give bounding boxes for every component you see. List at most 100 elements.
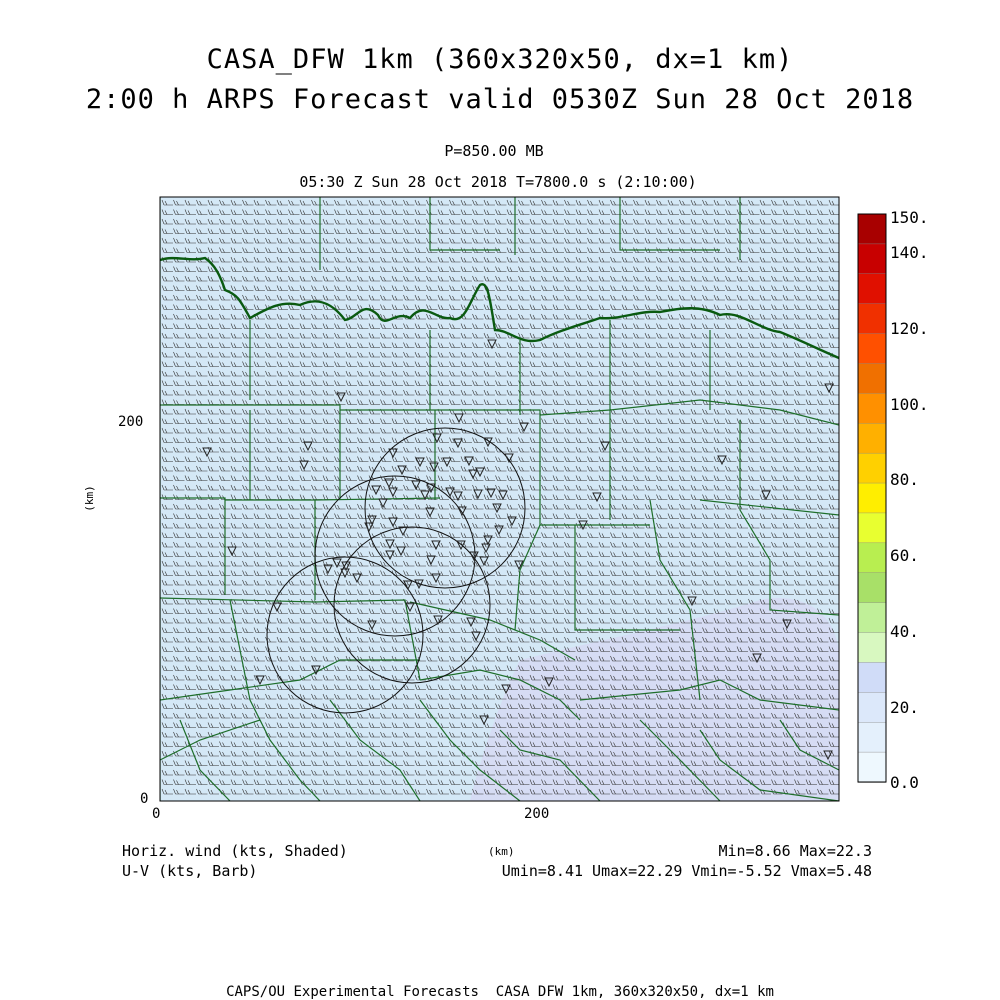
down-triangle-icon — [453, 491, 463, 502]
down-triangle-icon — [507, 516, 517, 527]
down-triangle-icon — [340, 568, 350, 579]
down-triangle-icon — [323, 564, 333, 575]
down-triangle-icon — [405, 602, 415, 613]
down-triangle-icon — [752, 653, 762, 664]
down-triangle-icon — [486, 488, 496, 499]
range-circle — [314, 475, 476, 637]
down-triangle-icon — [432, 433, 442, 444]
down-triangle-icon — [494, 525, 504, 536]
down-triangle-icon — [371, 485, 381, 496]
down-triangle-icon — [504, 453, 514, 464]
x-tick-0: 0 — [152, 806, 161, 822]
title-line-2: 2:00 h ARPS Forecast valid 0530Z Sun 28 … — [85, 84, 915, 115]
down-triangle-icon — [483, 437, 493, 448]
colorbar-segment — [857, 333, 887, 365]
down-triangle-icon — [761, 490, 771, 501]
down-triangle-icon — [479, 556, 489, 567]
title-line-1: CASA_DFW 1km (360x320x50, dx=1 km) — [206, 44, 794, 75]
down-triangle-icon — [519, 422, 529, 433]
county-borders — [160, 197, 839, 801]
down-triangle-icon — [823, 750, 833, 761]
colorbar-segment — [857, 722, 887, 753]
down-triangle-icon — [464, 456, 474, 467]
down-triangle-icon — [717, 455, 727, 466]
y-tick-200: 200 — [118, 414, 144, 430]
legend-uv-range: Umin=8.41 Umax=22.29 Vmin=-5.52 Vmax=5.4… — [501, 862, 872, 880]
colorbar-label: 140. — [890, 243, 929, 262]
down-triangle-icon — [544, 677, 554, 688]
legend-minmax: Min=8.66 Max=22.3 — [718, 842, 872, 860]
down-triangle-icon — [396, 546, 406, 557]
map-frame — [159, 196, 840, 802]
down-triangle-icon — [332, 558, 342, 569]
radar-sites — [202, 339, 834, 761]
down-triangle-icon — [433, 615, 443, 626]
down-triangle-icon — [468, 469, 478, 480]
range-circle — [333, 526, 491, 684]
down-triangle-icon — [445, 487, 455, 498]
down-triangle-icon — [479, 715, 489, 726]
down-triangle-icon — [481, 543, 491, 554]
down-triangle-icon — [514, 560, 524, 571]
x-axis-unit: (km) — [488, 845, 515, 858]
range-circle — [364, 427, 526, 589]
footer-credit: CAPS/OU Experimental Forecasts CASA DFW … — [226, 984, 774, 1000]
down-triangle-icon — [498, 490, 508, 501]
down-triangle-icon — [388, 517, 398, 528]
down-triangle-icon — [303, 441, 313, 452]
colorbar-segment — [857, 452, 887, 484]
colorbar-segment — [857, 303, 887, 335]
colorbar-segment — [857, 512, 887, 544]
colorbar-segment — [857, 393, 887, 424]
down-triangle-icon — [385, 539, 395, 550]
colorbar-label: 80. — [890, 470, 919, 489]
down-triangle-icon — [341, 561, 351, 572]
down-triangle-icon — [466, 617, 476, 628]
y-axis-unit: (km) — [82, 485, 96, 512]
colorbar — [857, 213, 887, 783]
down-triangle-icon — [385, 550, 395, 561]
down-triangle-icon — [397, 465, 407, 476]
red-river — [160, 256, 839, 360]
low-wind-region — [470, 598, 839, 801]
colorbar-label: 40. — [890, 622, 919, 641]
down-triangle-icon — [367, 515, 377, 526]
colorbar-label: 120. — [890, 319, 929, 338]
down-triangle-icon — [473, 489, 483, 500]
range-circle — [266, 556, 424, 714]
colorbar-segment — [857, 662, 887, 694]
colorbar-segment — [857, 602, 887, 634]
down-triangle-icon — [398, 526, 408, 537]
down-triangle-icon — [501, 684, 511, 695]
down-triangle-icon — [578, 520, 588, 531]
colorbar-segment — [857, 423, 887, 454]
valid-time: 05:30 Z Sun 28 Oct 2018 T=7800.0 s (2:10… — [299, 173, 697, 191]
down-triangle-icon — [420, 490, 430, 501]
down-triangle-icon — [492, 503, 502, 514]
down-triangle-icon — [415, 457, 425, 468]
down-triangle-icon — [475, 467, 485, 478]
down-triangle-icon — [824, 383, 834, 394]
colorbar-segment — [857, 692, 887, 723]
colorbar-label: 20. — [890, 698, 919, 717]
down-triangle-icon — [311, 665, 321, 676]
down-triangle-icon — [299, 460, 309, 471]
colorbar-label: 0.0 — [890, 773, 919, 792]
down-triangle-icon — [403, 580, 413, 591]
colorbar-segment — [857, 482, 887, 514]
down-triangle-icon — [487, 339, 497, 350]
colorbar-segment — [857, 572, 887, 604]
down-triangle-icon — [592, 492, 602, 503]
down-triangle-icon — [414, 579, 424, 590]
radar-range-rings — [266, 427, 526, 714]
down-triangle-icon — [426, 483, 436, 494]
colorbar-segment — [857, 542, 887, 574]
down-triangle-icon — [429, 462, 439, 473]
down-triangle-icon — [378, 498, 388, 509]
down-triangle-icon — [687, 596, 697, 607]
colorbar-label: 150. — [890, 208, 929, 227]
colorbar-segment — [857, 243, 887, 275]
down-triangle-icon — [471, 631, 481, 642]
down-triangle-icon — [411, 480, 421, 491]
